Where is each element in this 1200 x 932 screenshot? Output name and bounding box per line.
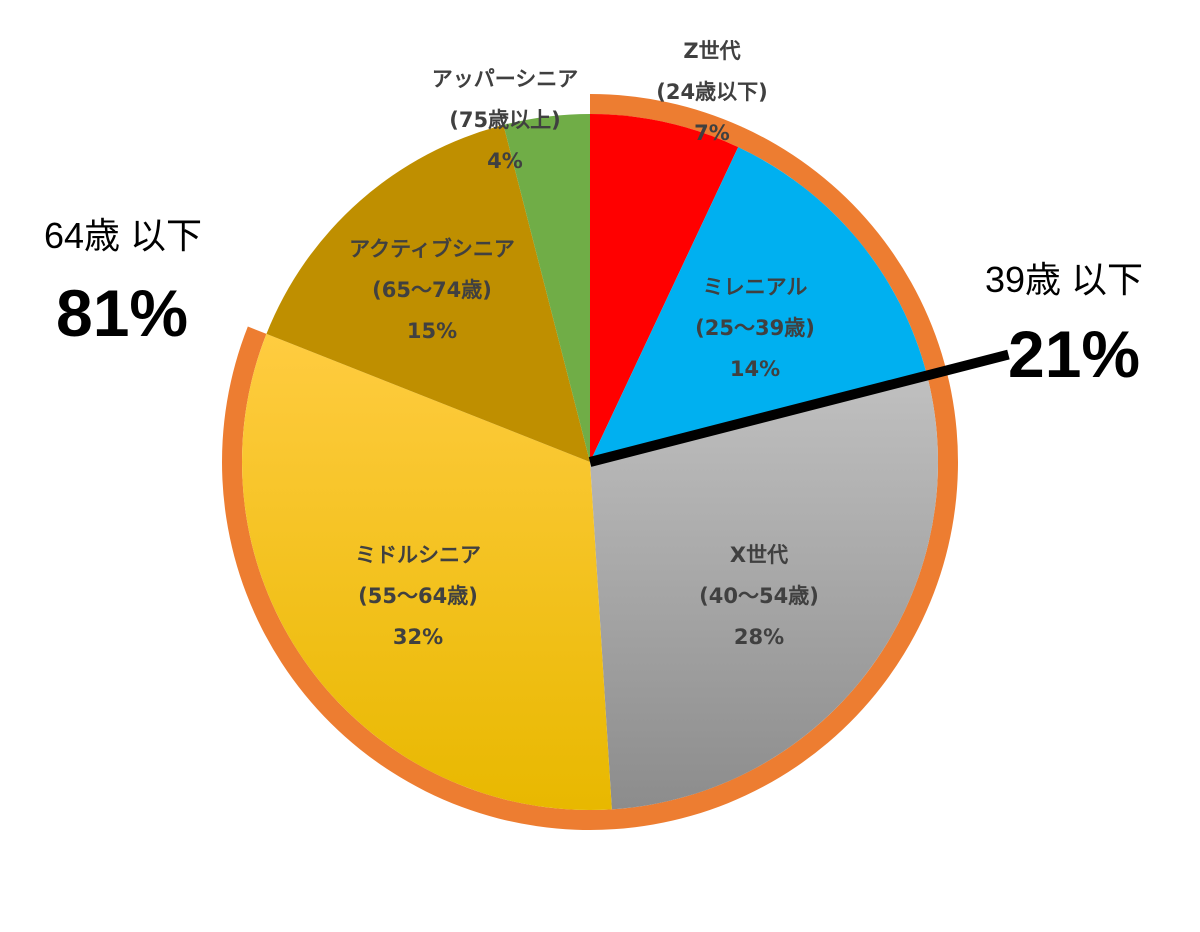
pie-slice-4	[242, 333, 612, 810]
pie-slice-3	[590, 375, 938, 810]
group-annotation-1: 39歳 以下 21%	[985, 259, 1143, 391]
group-divider-line	[588, 349, 1010, 467]
pie-slices	[242, 114, 938, 810]
slice-label-5: アクティブシニア (65〜74歳) 15%	[349, 237, 515, 343]
slice-name-label: Z世代	[683, 39, 740, 63]
pie-slice-2	[590, 147, 928, 462]
group-annotation-2: 64歳 以下 81%	[44, 215, 202, 350]
group-caption: 39歳 以下	[985, 259, 1143, 300]
slice-name-label: ミドルシニア	[355, 543, 481, 567]
group-caption: 64歳 以下	[44, 215, 202, 256]
group-divider	[588, 349, 1010, 467]
slice-name-label: ミレニアル	[703, 275, 808, 299]
slice-labels: Z世代 (24歳以下) 7% ミレニアル (25〜39歳) 14% X世代 (40〜54歳) 2…	[349, 39, 819, 649]
slice-age-label: (75歳以上)	[449, 108, 560, 132]
slice-label-6: アッパーシニア (75歳以上) 4%	[432, 67, 579, 173]
slice-age-label: (24歳以下)	[656, 80, 767, 104]
slice-label-1: Z世代 (24歳以下) 7%	[656, 39, 767, 145]
pie-slice-5	[266, 124, 590, 463]
slice-label-3: X世代 (40〜54歳) 28%	[699, 543, 819, 649]
slice-percent-label: 15%	[407, 319, 457, 343]
group-annotations: 39歳 以下 21% 64歳 以下 81%	[44, 215, 1143, 391]
slice-percent-label: 7%	[694, 121, 730, 145]
slice-age-label: (40〜54歳)	[699, 584, 819, 608]
group-value: 21%	[1008, 317, 1140, 391]
pie-slice-1	[590, 114, 739, 462]
group-value: 81%	[56, 276, 188, 350]
slice-age-label: (25〜39歳)	[695, 316, 815, 340]
slice-percent-label: 28%	[734, 625, 784, 649]
slice-name-label: アクティブシニア	[349, 237, 515, 261]
slice-age-label: (65〜74歳)	[372, 278, 492, 302]
slice-label-4: ミドルシニア (55〜64歳) 32%	[355, 543, 481, 649]
slice-percent-label: 14%	[730, 357, 780, 381]
slice-percent-label: 4%	[487, 149, 523, 173]
slice-name-label: アッパーシニア	[432, 67, 579, 91]
slice-label-2: ミレニアル (25〜39歳) 14%	[695, 275, 815, 381]
slice-percent-label: 32%	[393, 625, 443, 649]
pie-slice-6	[503, 114, 590, 462]
slice-age-label: (55〜64歳)	[358, 584, 478, 608]
slice-name-label: X世代	[730, 543, 788, 567]
